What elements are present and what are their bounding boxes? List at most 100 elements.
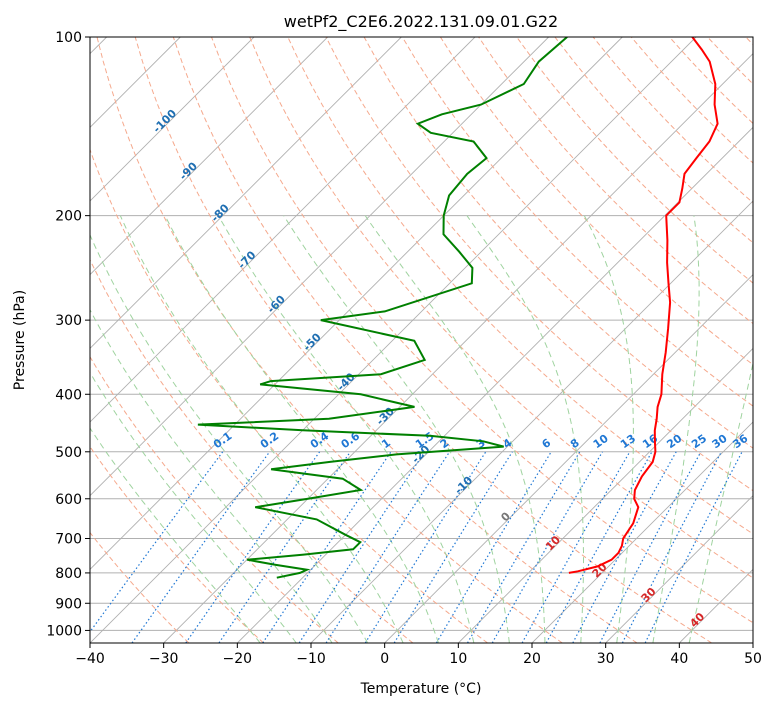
y-tick-label: 700 [55, 532, 82, 548]
isotherm-label: -20 [409, 443, 432, 466]
mixing-ratio-line [218, 451, 351, 643]
mixing-ratio-line [131, 451, 271, 643]
mixing-ratio-line [644, 451, 743, 643]
moist-adiabat-line [90, 308, 333, 643]
dry-adiabat-line [439, 37, 753, 366]
x-tick-label: 30 [597, 651, 615, 667]
isotherm-label: -80 [209, 201, 232, 224]
y-tick-label: 500 [55, 445, 82, 461]
mixing-ratio-label: 0.1 [211, 429, 234, 451]
isotherm-line [90, 37, 549, 497]
mixing-ratio-line [262, 451, 392, 643]
isotherm-label: -30 [374, 405, 397, 428]
isotherm-line [237, 126, 753, 643]
dry-adiabat-line [401, 37, 753, 407]
dry-adiabat-line [211, 37, 753, 624]
isotherm-label: -70 [235, 248, 258, 271]
moist-adiabat-line [466, 215, 584, 643]
mixing-ratio-line [545, 451, 653, 643]
moist-adiabat-line [652, 215, 700, 643]
isotherm-line [531, 421, 753, 643]
y-tick-label: 800 [55, 566, 82, 582]
isotherm-line [90, 37, 255, 202]
dry-adiabat-line [707, 37, 753, 85]
mixing-ratio-line [521, 451, 631, 643]
temperature-profile-line [568, 37, 719, 574]
y-tick-label: 100 [55, 30, 82, 46]
moist-adiabat-line [164, 215, 439, 643]
moist-adiabat-line [119, 215, 404, 643]
dry-adiabat-line [516, 37, 753, 284]
moist-adiabat-line [583, 215, 634, 643]
isotherm-line [605, 495, 753, 643]
isotherm-line [458, 347, 753, 643]
dry-adiabat-line [745, 37, 753, 46]
dry-adiabat-line [134, 37, 638, 643]
isotherm-label: -60 [265, 293, 288, 316]
dewpoint-profile-line [197, 37, 568, 579]
profile-series [197, 37, 719, 579]
mixing-ratio-line [621, 451, 722, 643]
isotherm-label: -50 [301, 330, 324, 353]
moist-adiabat-line [364, 215, 546, 643]
isotherm-label: 10 [543, 533, 563, 553]
isotherm-label: 40 [687, 610, 707, 630]
isotherm-label: 30 [639, 585, 659, 605]
x-tick-label: 50 [744, 651, 762, 667]
dry-adiabat-line [90, 148, 488, 643]
y-tick-label: 1000 [46, 623, 82, 639]
isotherm-line [679, 568, 753, 643]
dry-adiabat-line [90, 445, 264, 643]
mixing-ratio-label: 16 [640, 432, 660, 452]
mixing-ratio-label: 25 [689, 432, 709, 451]
dry-adiabat-line [554, 37, 753, 244]
isotherm-line [90, 37, 402, 349]
isotherm-line [90, 37, 328, 276]
isopleth-labels: 0.1 0.2 0.4 0.6 1 1.5 2 3 4 6 8 10 13 16 20 25 30 36-100-… [150, 107, 750, 630]
mixing-ratio-line [185, 451, 321, 643]
mixing-ratio-line [435, 451, 552, 643]
mixing-ratio-label: 13 [618, 432, 638, 451]
axes: −40 −30 −20 −10 0 10 20 30 40 5010020030040050060… [46, 30, 762, 667]
dry-adiabat-line [90, 355, 339, 643]
isotherm-label: 20 [590, 560, 610, 580]
mixing-ratio-label: 6 [539, 436, 553, 451]
y-tick-label: 900 [55, 596, 82, 612]
moist-adiabat-line [283, 215, 510, 643]
mixing-ratio-label: 0.4 [308, 429, 332, 451]
mixing-ratio-line [572, 451, 677, 643]
isotherm-label: -100 [150, 107, 179, 136]
moist-adiabat-line [90, 371, 297, 643]
mixing-ratio-line [325, 451, 451, 643]
dry-adiabat-line [669, 37, 753, 125]
dry-adiabat-line [592, 37, 753, 204]
dry-adiabat-line [325, 37, 753, 492]
dry-adiabat-line [96, 37, 563, 643]
dry-adiabat-line [90, 258, 414, 643]
isotherm-line [163, 53, 753, 643]
isotherm-line [384, 274, 753, 643]
moist-adiabat-line [688, 360, 753, 643]
isotherm-line [310, 200, 753, 643]
isotherm-line [752, 642, 753, 643]
x-tick-label: −30 [149, 651, 179, 667]
dry-adiabat-line [363, 37, 753, 449]
dry-adiabat-line [90, 531, 190, 643]
y-tick-label: 400 [55, 387, 82, 403]
moist-adiabat-line [90, 233, 369, 643]
dry-adiabat-line [249, 37, 753, 579]
y-axis-label: Pressure (hPa) [12, 290, 28, 390]
chart-title: wetPf2_C2E6.2022.131.09.01.G22 [284, 12, 558, 32]
mixing-ratio-label: 10 [591, 432, 611, 452]
mixing-ratio-label: 1 [379, 436, 393, 451]
y-tick-label: 200 [55, 209, 82, 225]
y-tick-label: 600 [55, 492, 82, 508]
mixing-ratio-line [90, 451, 224, 633]
moist-adiabat-line [218, 215, 475, 643]
y-tick-label: 300 [55, 313, 82, 329]
dry-adiabat-line [172, 37, 712, 643]
background-lines [90, 37, 753, 643]
isotherm-label: -40 [334, 370, 357, 393]
mixing-ratio-line [599, 451, 702, 643]
